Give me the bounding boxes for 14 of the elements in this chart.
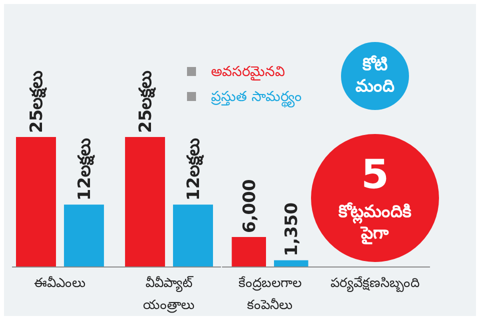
data-label: 25లక్షలు xyxy=(136,70,156,133)
data-label: 1,350 xyxy=(282,202,302,256)
text: ప్రస్తుత సామర్థ్యం xyxy=(211,89,302,108)
data-label: 6,000 xyxy=(240,179,260,233)
x-tick-label: కేంద్రబలగాల కంపెనీలు xyxy=(238,276,302,313)
data-label: 12లక్షలు xyxy=(184,138,204,201)
data-label: 12లక్షలు xyxy=(74,138,95,201)
text: కోటి మంది xyxy=(356,55,394,96)
x-tick-label: వీవీప్యాట్ యంత్రాలు xyxy=(143,276,196,313)
x-tick-label: ఈవీఎంలు xyxy=(34,276,86,291)
category-label: పర్యవేక్షణసిబ్బంది xyxy=(330,276,420,293)
data-label: 25లక్షలు xyxy=(26,70,47,133)
text: అవసరమైనవి xyxy=(211,64,285,81)
text: 5 కోట్లమందికి పైగా xyxy=(338,152,412,244)
